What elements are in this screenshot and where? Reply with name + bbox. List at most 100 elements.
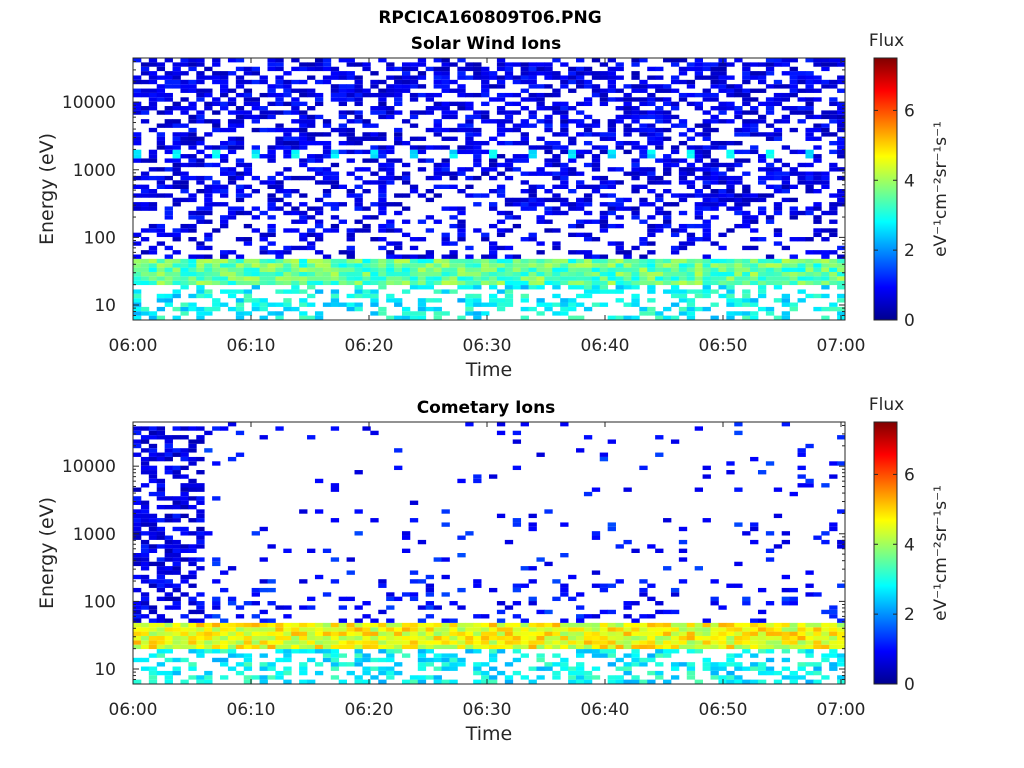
heatmap-cell bbox=[813, 271, 822, 277]
heatmap-cell bbox=[378, 193, 387, 198]
heatmap-cell bbox=[773, 171, 783, 176]
heatmap-cell bbox=[378, 167, 387, 172]
heatmap-cell bbox=[750, 123, 759, 128]
heatmap-cell bbox=[623, 84, 632, 89]
heatmap-cell bbox=[227, 644, 237, 650]
heatmap-cell bbox=[829, 653, 838, 658]
heatmap-cell bbox=[188, 84, 197, 89]
heatmap-cell bbox=[299, 162, 308, 168]
heatmap-cell bbox=[607, 271, 616, 277]
heatmap-cell bbox=[813, 145, 822, 150]
heatmap-cell bbox=[765, 97, 775, 102]
heatmap-cell bbox=[322, 189, 332, 194]
heatmap-cell bbox=[180, 452, 189, 457]
heatmap-cell bbox=[631, 88, 640, 93]
heatmap-cell bbox=[243, 293, 253, 299]
heatmap-cell bbox=[829, 202, 838, 207]
heatmap-cell bbox=[275, 180, 284, 185]
heatmap-cell bbox=[322, 635, 332, 641]
heatmap-cell bbox=[710, 79, 719, 85]
heatmap-cell bbox=[686, 298, 696, 303]
heatmap-cell bbox=[394, 245, 403, 251]
heatmap-cell bbox=[726, 149, 735, 155]
heatmap-cell bbox=[821, 123, 830, 128]
heatmap-cell bbox=[805, 127, 814, 133]
heatmap-cell bbox=[338, 110, 347, 115]
heatmap-cell bbox=[797, 622, 806, 628]
heatmap-cell bbox=[283, 110, 292, 115]
heatmap-cell bbox=[156, 478, 166, 484]
heatmap-cell bbox=[686, 644, 696, 650]
heatmap-cell bbox=[267, 202, 276, 207]
heatmap-cell bbox=[631, 657, 640, 663]
heatmap-cell bbox=[164, 513, 173, 519]
heatmap-cell bbox=[156, 644, 166, 650]
heatmap-cell bbox=[140, 504, 150, 510]
heatmap-cell bbox=[520, 171, 529, 176]
heatmap-cell bbox=[536, 557, 545, 562]
heatmap-cell bbox=[401, 271, 411, 277]
heatmap-cell bbox=[837, 276, 846, 281]
heatmap-cell bbox=[805, 280, 814, 286]
heatmap-cell bbox=[330, 653, 340, 658]
heatmap-cell bbox=[734, 298, 743, 303]
heatmap-cell bbox=[718, 75, 727, 80]
heatmap-cell bbox=[647, 644, 656, 650]
heatmap-cell bbox=[710, 263, 719, 268]
heatmap-cell bbox=[631, 662, 640, 667]
heatmap-cell bbox=[647, 640, 656, 645]
heatmap-cell bbox=[188, 443, 197, 449]
heatmap-cell bbox=[409, 644, 419, 650]
heatmap-cell bbox=[702, 62, 711, 67]
heatmap-cell bbox=[172, 237, 181, 242]
heatmap-cell bbox=[647, 101, 656, 107]
heatmap-cell bbox=[718, 271, 727, 277]
heatmap-cell bbox=[140, 426, 150, 431]
heatmap-cell bbox=[781, 596, 791, 602]
heatmap-cell bbox=[583, 614, 593, 619]
heatmap-cell bbox=[583, 271, 593, 277]
heatmap-cell bbox=[378, 622, 387, 628]
heatmap-cell bbox=[188, 140, 197, 146]
heatmap-cell bbox=[552, 675, 561, 680]
heatmap-cell bbox=[615, 579, 624, 584]
heatmap-cell bbox=[417, 666, 427, 671]
heatmap-cell bbox=[164, 97, 173, 102]
heatmap-cell bbox=[623, 254, 632, 259]
heatmap-cell bbox=[433, 127, 442, 133]
heatmap-cell bbox=[354, 136, 363, 141]
heatmap-cell bbox=[425, 631, 435, 636]
heatmap-cell bbox=[647, 232, 656, 238]
heatmap-cell bbox=[441, 574, 450, 580]
heatmap-cell bbox=[686, 289, 696, 294]
heatmap-cell bbox=[805, 75, 814, 80]
heatmap-cell bbox=[386, 592, 395, 597]
heatmap-cell bbox=[188, 58, 197, 63]
heatmap-cell bbox=[663, 622, 672, 628]
heatmap-cell bbox=[615, 622, 624, 628]
heatmap-cell bbox=[670, 649, 680, 654]
heatmap-cell bbox=[726, 293, 735, 299]
heatmap-cell bbox=[607, 675, 616, 680]
heatmap-cell bbox=[489, 154, 498, 159]
heatmap-cell bbox=[663, 315, 672, 320]
heatmap-cell bbox=[583, 202, 593, 207]
heatmap-cell bbox=[330, 631, 340, 636]
heatmap-cell bbox=[837, 583, 846, 588]
heatmap-cell bbox=[291, 263, 300, 268]
heatmap-cell bbox=[140, 258, 150, 264]
heatmap-cell bbox=[457, 298, 466, 303]
heatmap-cell bbox=[330, 171, 340, 176]
heatmap-cell bbox=[591, 644, 601, 650]
heatmap-cell bbox=[188, 88, 197, 93]
heatmap-cell bbox=[291, 88, 300, 93]
heatmap-cell bbox=[338, 92, 347, 98]
heatmap-cell bbox=[330, 649, 340, 654]
heatmap-cell bbox=[591, 175, 601, 181]
heatmap-cell bbox=[670, 666, 680, 671]
heatmap-cell bbox=[267, 544, 276, 549]
heatmap-cell bbox=[299, 127, 308, 133]
heatmap-cell bbox=[496, 193, 506, 198]
heatmap-cell bbox=[188, 622, 197, 628]
